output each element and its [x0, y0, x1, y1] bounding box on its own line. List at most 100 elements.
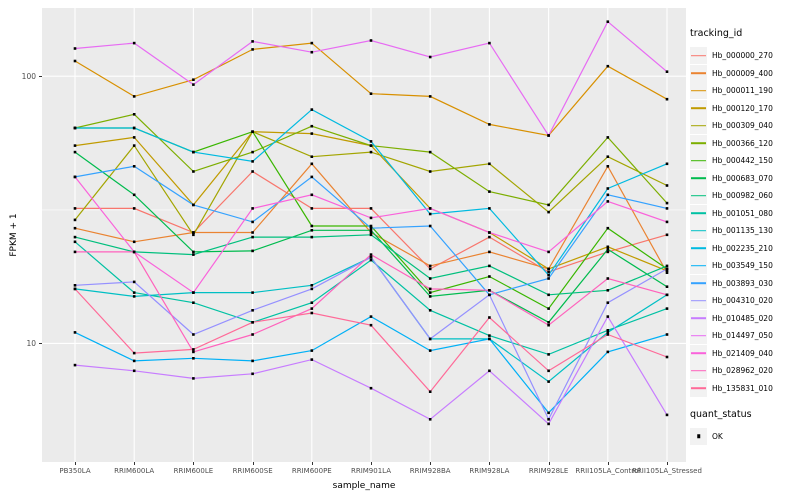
- x-tick-mark: [548, 462, 550, 465]
- data-point: [665, 207, 669, 210]
- legend-key: [690, 82, 707, 99]
- legend-entry: Hb_003893_030: [690, 274, 800, 292]
- legend-entry: Hb_000366_120: [690, 134, 800, 152]
- data-point: [132, 240, 136, 244]
- data-point: [73, 363, 77, 367]
- data-point: [369, 92, 373, 95]
- data-point: [606, 333, 610, 336]
- legend-key: [690, 64, 707, 82]
- data-point: [428, 55, 432, 59]
- legend-key: [690, 379, 707, 397]
- legend-entry: Hb_000982_060: [690, 187, 800, 204]
- data-point: [606, 226, 610, 230]
- legend-key-line-icon: [691, 72, 706, 74]
- legend-label: Hb_004310_020: [712, 296, 773, 305]
- data-point: [192, 83, 195, 86]
- data-point: [547, 273, 550, 277]
- legend-key: [690, 327, 707, 344]
- data-point: [428, 212, 432, 216]
- data-point: [369, 229, 373, 232]
- data-point: [310, 50, 314, 54]
- data-point: [369, 323, 373, 327]
- data-point: [132, 280, 136, 284]
- y-axis-title: FPKM + 1: [9, 213, 19, 257]
- legend-key: [690, 274, 707, 292]
- x-tick-mark: [371, 462, 372, 465]
- data-point: [428, 224, 432, 228]
- legend-entry: Hb_000009_400: [690, 64, 800, 82]
- legend-label: Hb_002235_210: [712, 243, 773, 253]
- x-tick-mark: [193, 462, 195, 465]
- data-point: [488, 250, 491, 254]
- data-point: [428, 291, 432, 294]
- data-point: [547, 321, 550, 324]
- data-point: [488, 293, 491, 297]
- data-point: [488, 41, 491, 45]
- x-tick-label: RRIM928BA: [409, 467, 451, 475]
- y-tick-mark: [39, 342, 42, 344]
- legend-key-line-icon: [691, 247, 706, 249]
- data-point: [251, 150, 254, 154]
- data-point: [665, 271, 669, 274]
- data-point: [73, 126, 77, 130]
- data-point: [192, 78, 195, 81]
- data-point: [192, 170, 195, 173]
- data-point: [606, 64, 610, 68]
- data-point: [606, 315, 610, 318]
- x-tick-label: RRIM600LA: [114, 467, 155, 475]
- data-point: [132, 126, 136, 130]
- legend-key: [690, 152, 707, 169]
- data-point: [369, 256, 373, 259]
- legend-entry: Hb_000683_070: [690, 169, 800, 187]
- data-point: [251, 40, 254, 43]
- data-point: [428, 337, 432, 341]
- legend-key-line-icon: [691, 54, 706, 57]
- data-point: [665, 97, 669, 101]
- data-point: [251, 207, 254, 210]
- legend-key-line-icon: [691, 352, 706, 354]
- data-point: [488, 162, 491, 166]
- data-point: [369, 226, 373, 230]
- data-point: [547, 411, 550, 415]
- x-tick-mark: [75, 462, 76, 465]
- data-point: [369, 258, 373, 262]
- x-tick-mark: [311, 462, 313, 465]
- data-point: [369, 253, 373, 256]
- legend-key-line-icon: [691, 142, 706, 144]
- quant-status-legend-title: quant_status: [690, 408, 752, 420]
- legend-label: Hb_000309_040: [712, 121, 773, 130]
- legend-key: [690, 204, 707, 222]
- data-point: [310, 175, 314, 179]
- data-point: [488, 231, 491, 234]
- legend-label: Hb_000000_270: [712, 51, 773, 60]
- legend-label: Hb_000982_060: [712, 191, 773, 200]
- data-point: [132, 144, 136, 147]
- data-point: [547, 270, 550, 274]
- x-axis-title: sample_name: [332, 481, 396, 491]
- legend-entry: Hb_021409_040: [690, 344, 800, 362]
- legend-label: Hb_135831_010: [712, 383, 773, 393]
- data-point: [73, 287, 77, 291]
- data-point: [488, 275, 491, 278]
- legend-key: [690, 99, 707, 117]
- data-point: [132, 291, 136, 294]
- data-point: [606, 136, 610, 139]
- data-point: [547, 353, 550, 356]
- data-point: [428, 207, 432, 210]
- legend-entry: Hb_000011_190: [690, 82, 800, 99]
- legend-label: Hb_000683_070: [712, 173, 773, 183]
- data-point: [310, 287, 314, 291]
- data-point: [488, 334, 491, 337]
- data-point: [488, 264, 491, 268]
- legend-label: Hb_000442_150: [712, 156, 773, 165]
- data-point: [132, 41, 136, 45]
- legend-key-line-icon: [691, 317, 706, 319]
- data-point: [192, 150, 195, 154]
- data-point: [665, 264, 669, 268]
- data-point: [606, 250, 610, 254]
- data-point: [251, 359, 254, 363]
- data-point: [488, 207, 491, 210]
- x-tick-mark: [607, 462, 609, 465]
- data-point: [192, 350, 195, 354]
- legend-entry: Hb_000000_270: [690, 47, 800, 64]
